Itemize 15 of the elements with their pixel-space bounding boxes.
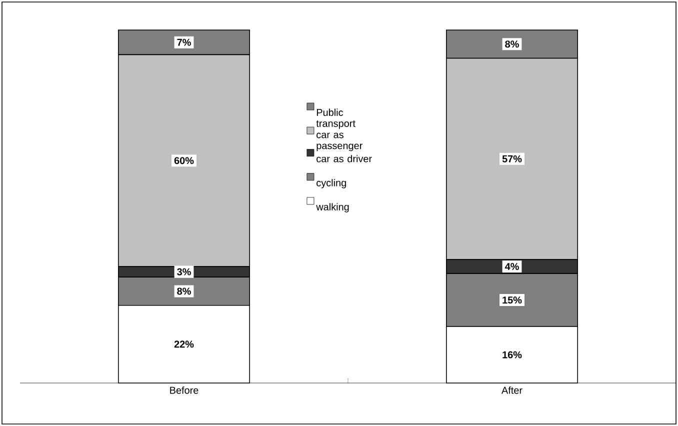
data-label: 60%: [174, 157, 194, 164]
data-label: 15%: [502, 296, 522, 304]
x-tick-label: After: [502, 386, 522, 394]
data-label: 3%: [177, 268, 191, 276]
data-label: 22%: [174, 340, 194, 348]
data-label: 4%: [504, 262, 519, 270]
data-label: 8%: [177, 288, 191, 295]
legend-label: cycling: [316, 179, 346, 188]
data-label: 8%: [505, 40, 519, 48]
legend-label: car as driver: [316, 154, 372, 162]
data-label: 7%: [177, 38, 191, 46]
data-label: 16%: [502, 351, 522, 358]
legend-label: walking: [316, 203, 349, 212]
data-label: 57%: [502, 155, 522, 162]
x-tick-label: Before: [170, 386, 198, 394]
